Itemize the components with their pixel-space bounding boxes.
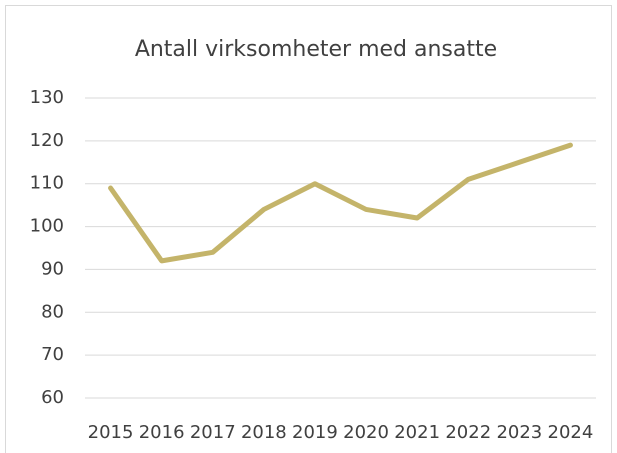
x-tick-label: 2022: [445, 422, 491, 443]
x-tick-label: 2016: [139, 422, 185, 443]
x-tick-label: 2024: [548, 422, 594, 443]
x-tick-label: 2015: [88, 422, 134, 443]
y-tick-label: 90: [41, 258, 64, 279]
y-tick-label: 130: [30, 87, 64, 108]
chart-frame: [5, 5, 612, 453]
y-tick-label: 100: [30, 216, 64, 237]
x-tick-label: 2018: [241, 422, 287, 443]
x-tick-label: 2021: [394, 422, 440, 443]
x-tick-label: 2020: [343, 422, 389, 443]
y-tick-label: 120: [30, 130, 64, 151]
x-tick-label: 2017: [190, 422, 236, 443]
x-tick-label: 2019: [292, 422, 338, 443]
y-tick-label: 60: [41, 387, 64, 408]
y-tick-label: 70: [41, 344, 64, 365]
line-series: [108, 142, 573, 264]
y-tick-label: 110: [30, 173, 64, 194]
chart-title: Antall virksomheter med ansatte: [135, 37, 497, 62]
y-tick-label: 80: [41, 301, 64, 322]
x-tick-label: 2023: [496, 422, 542, 443]
